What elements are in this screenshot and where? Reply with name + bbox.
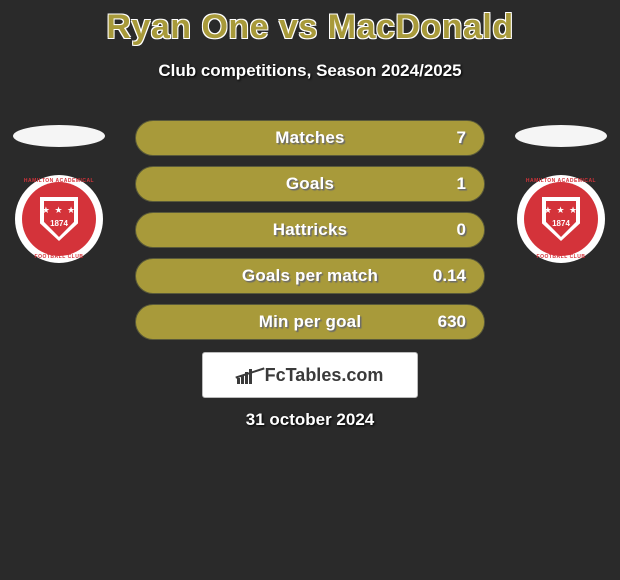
bar-label: Min per goal [136, 312, 484, 332]
brand-text: FcTables.com [265, 365, 384, 386]
date-text: 31 october 2024 [0, 410, 620, 430]
player-right-column: HAMILTON ACADEMICAL ★ ★ ★ 1874 FOOTBALL … [516, 125, 606, 263]
page-title: Ryan One vs MacDonald [0, 0, 620, 47]
club-crest-left: HAMILTON ACADEMICAL ★ ★ ★ 1874 FOOTBALL … [15, 175, 103, 263]
club-crest-right: HAMILTON ACADEMICAL ★ ★ ★ 1874 FOOTBALL … [517, 175, 605, 263]
comparison-infographic: Ryan One vs MacDonald Club competitions,… [0, 0, 620, 580]
bar-label: Goals per match [136, 266, 484, 286]
stat-bar-hattricks: Hattricks 0 [135, 212, 485, 248]
player-left-column: HAMILTON ACADEMICAL ★ ★ ★ 1874 FOOTBALL … [14, 125, 104, 263]
stat-bar-matches: Matches 7 [135, 120, 485, 156]
bar-label: Goals [136, 174, 484, 194]
subtitle: Club competitions, Season 2024/2025 [0, 61, 620, 81]
stat-bar-goals-per-match: Goals per match 0.14 [135, 258, 485, 294]
crest-inner: ★ ★ ★ 1874 [22, 182, 96, 256]
bar-value: 1 [457, 174, 466, 194]
crest-ring-text-bottom: FOOTBALL CLUB [35, 254, 84, 260]
bar-value: 0 [457, 220, 466, 240]
crest-stars: ★ ★ ★ [40, 205, 78, 216]
bar-label: Hattricks [136, 220, 484, 240]
stat-bars: Matches 7 Goals 1 Hattricks 0 Goals per … [135, 120, 485, 340]
crest-ring-text-bottom: FOOTBALL CLUB [537, 254, 586, 260]
bar-value: 7 [457, 128, 466, 148]
crest-year: 1874 [40, 219, 78, 228]
player-right-ellipse [515, 125, 607, 147]
stat-bar-min-per-goal: Min per goal 630 [135, 304, 485, 340]
crest-year: 1874 [542, 219, 580, 228]
bar-value: 0.14 [433, 266, 466, 286]
brand-card: FcTables.com [202, 352, 418, 398]
crest-shield: ★ ★ ★ 1874 [542, 197, 580, 241]
crest-shield: ★ ★ ★ 1874 [40, 197, 78, 241]
stat-bar-goals: Goals 1 [135, 166, 485, 202]
bar-label: Matches [136, 128, 484, 148]
brand-chart-icon [237, 366, 259, 384]
crest-stars: ★ ★ ★ [542, 205, 580, 216]
bar-value: 630 [438, 312, 466, 332]
crest-inner: ★ ★ ★ 1874 [524, 182, 598, 256]
player-left-ellipse [13, 125, 105, 147]
